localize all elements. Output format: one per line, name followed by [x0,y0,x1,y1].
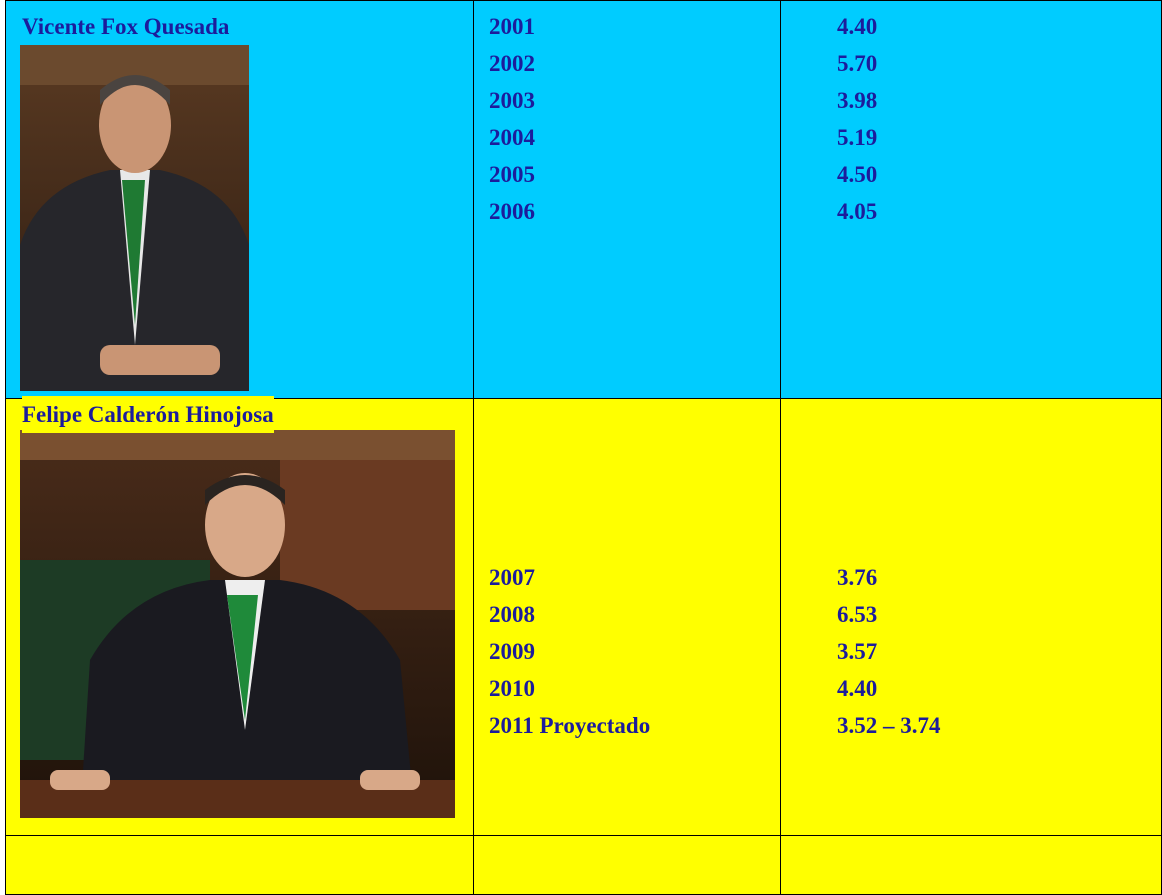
president-name: Felipe Calderón Hinojosa [22,396,274,433]
empty-cell [5,835,474,895]
value: 4.40 [837,8,877,45]
portrait-photo [20,430,455,818]
year: 2003 [489,82,535,119]
value: 4.50 [837,156,877,193]
year: 2007 [489,559,650,596]
year: 2002 [489,45,535,82]
year: 2009 [489,633,650,670]
value: 6.53 [837,596,941,633]
empty-cell [780,835,1162,895]
value: 3.76 [837,559,941,596]
value: 3.52 – 3.74 [837,707,941,744]
year: 2001 [489,8,535,45]
value: 4.05 [837,193,877,230]
value: 3.57 [837,633,941,670]
value: 5.70 [837,45,877,82]
portrait-photo [20,45,249,391]
value: 3.98 [837,82,877,119]
empty-cell [473,835,781,895]
value: 5.19 [837,119,877,156]
year: 2005 [489,156,535,193]
year: 2006 [489,193,535,230]
president-name: Vicente Fox Quesada [22,8,229,45]
year: 2010 [489,670,650,707]
value: 4.40 [837,670,941,707]
year: 2011 Proyectado [489,707,650,744]
year: 2004 [489,119,535,156]
year: 2008 [489,596,650,633]
